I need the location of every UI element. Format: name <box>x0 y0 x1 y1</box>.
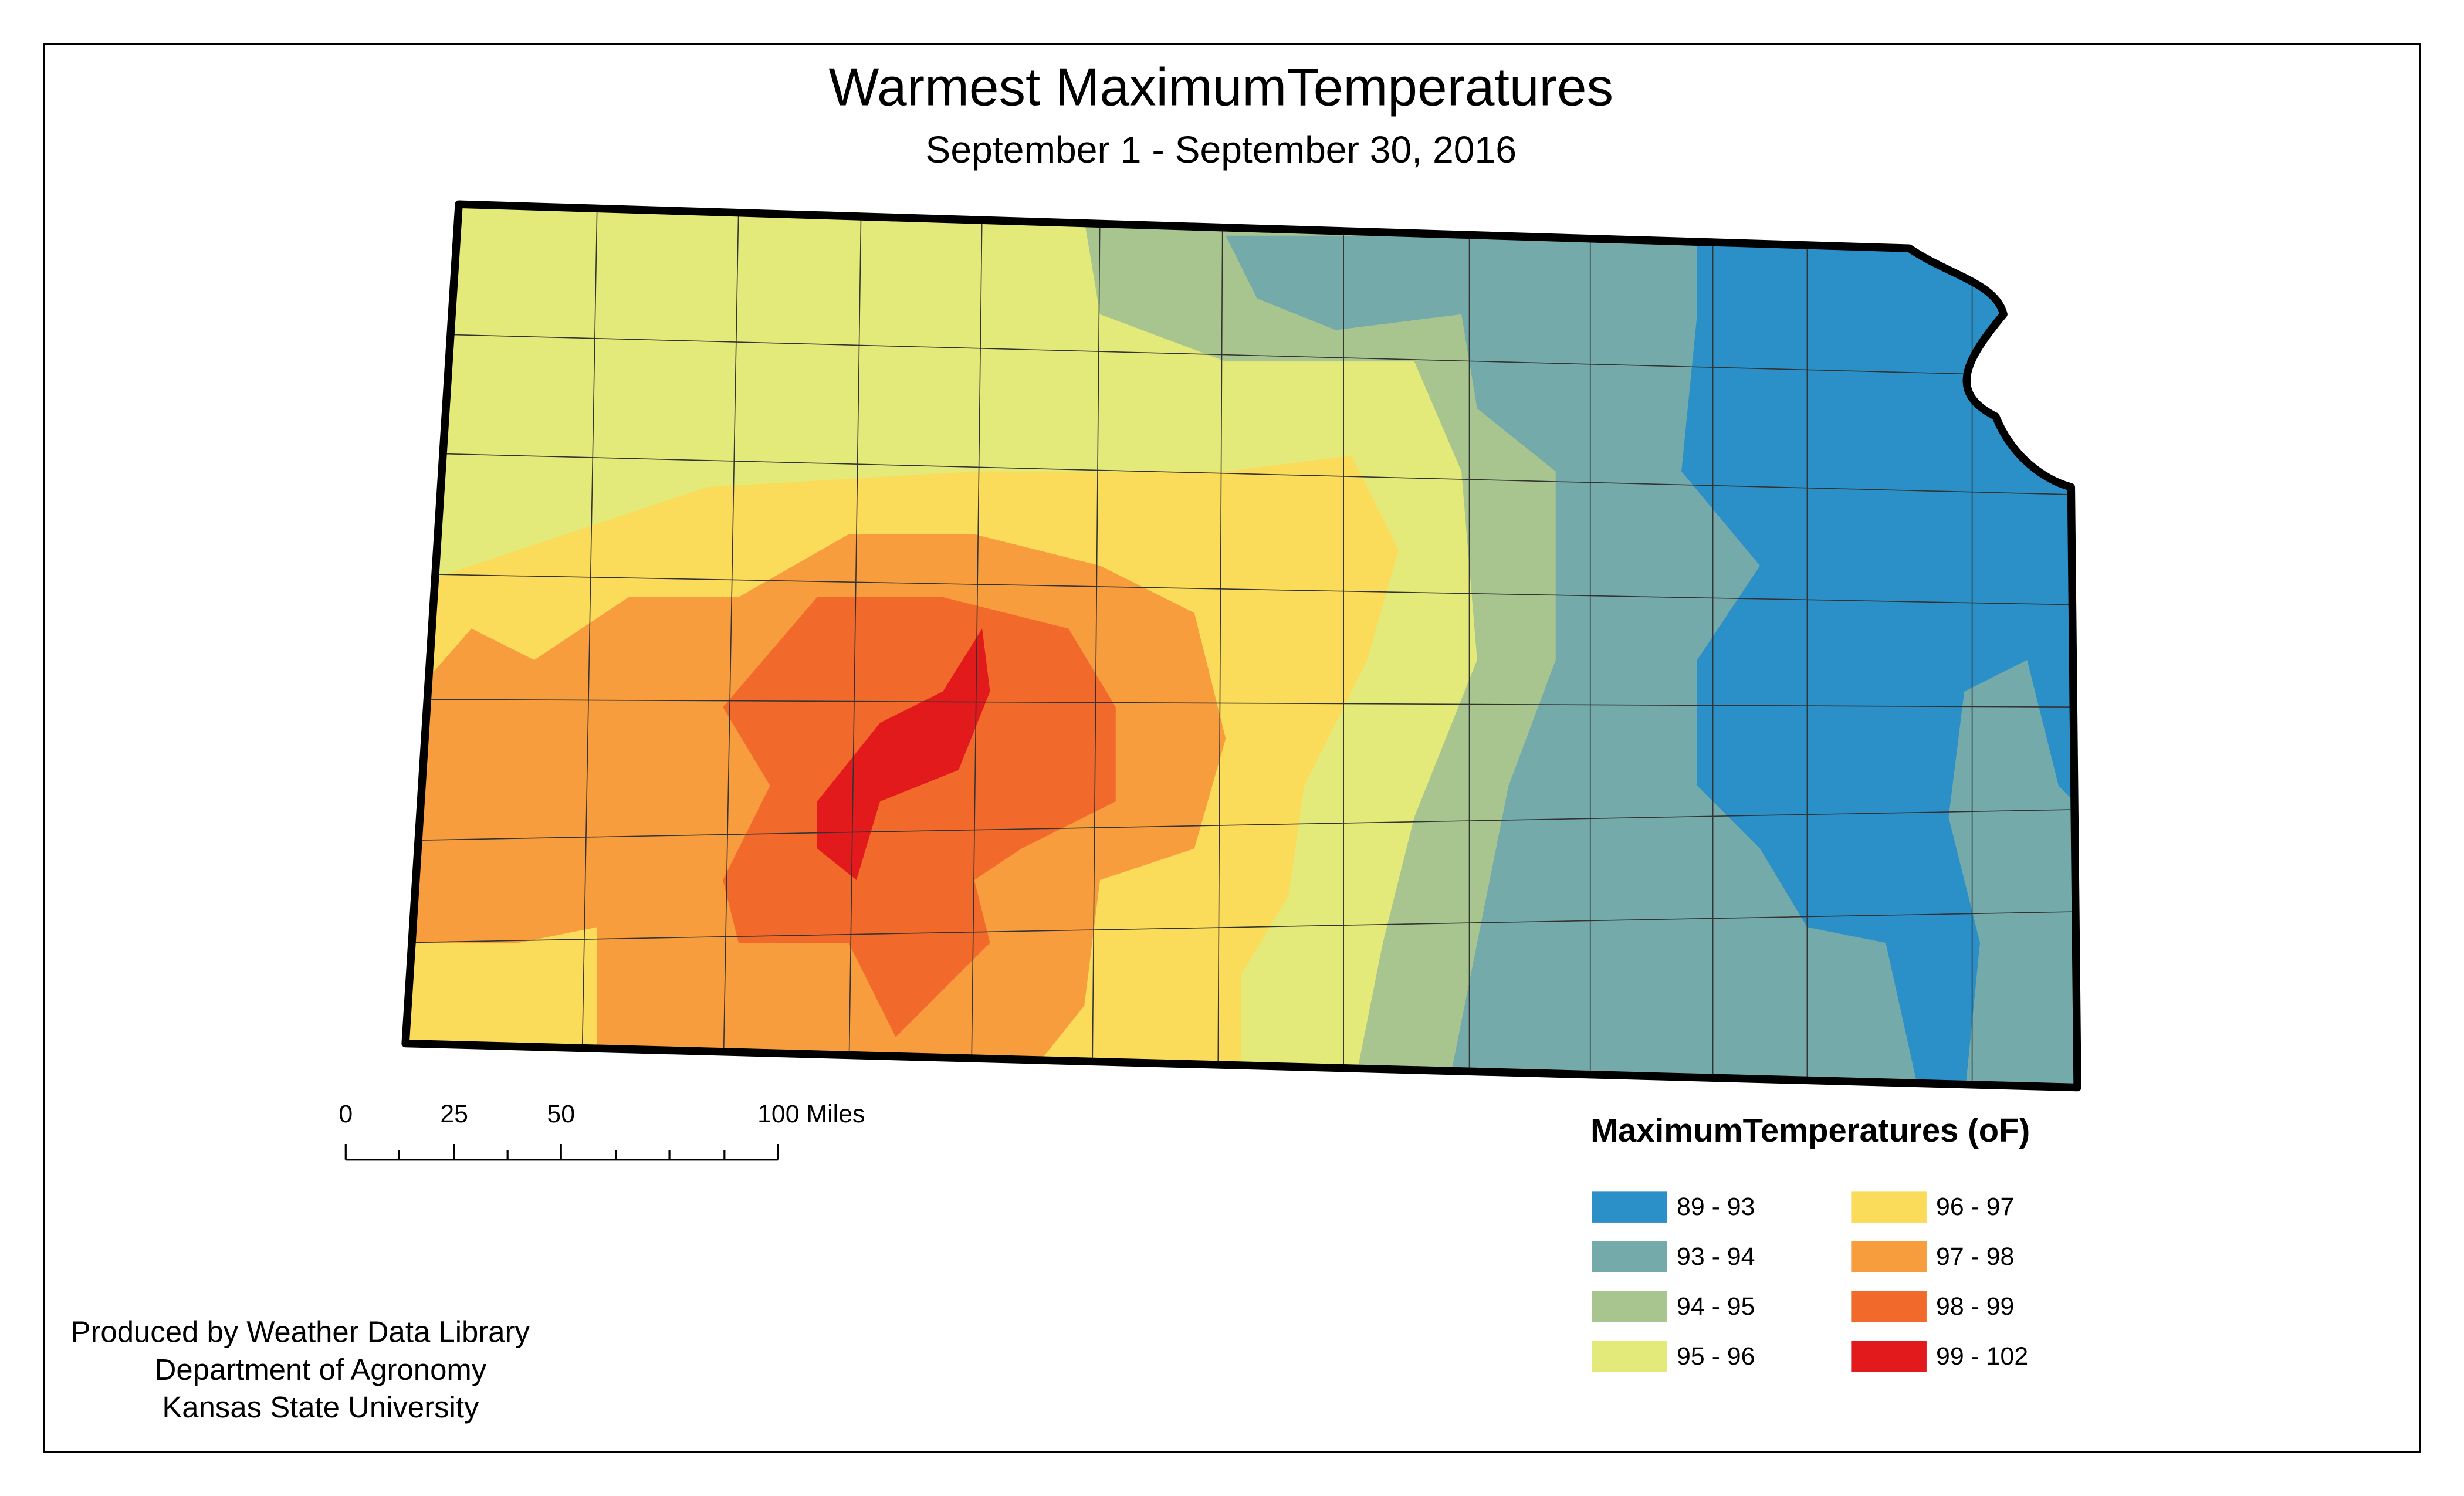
scale-label: 25 <box>440 1100 468 1128</box>
scale-label: 0 <box>339 1100 353 1128</box>
zone <box>1084 220 1572 1088</box>
legend-swatch <box>1592 1191 1667 1223</box>
county-lines <box>405 204 2078 1088</box>
legend-swatch <box>1851 1191 1927 1223</box>
map-title: Warmest MaximumTemperatures <box>828 57 1613 117</box>
legend-swatch <box>1851 1241 1927 1272</box>
scale-label: 100 Miles <box>757 1100 865 1128</box>
legend-swatch <box>1851 1291 1927 1322</box>
zone <box>723 597 1116 1037</box>
legend-label: 89 - 93 <box>1677 1193 1755 1221</box>
scale-bar <box>344 1143 779 1161</box>
legend-label: 96 - 97 <box>1936 1193 2014 1221</box>
scale-ticks <box>344 1143 779 1160</box>
legend-title: MaximumTemperatures (oF) <box>1590 1112 2030 1149</box>
legend-swatch <box>1592 1291 1667 1322</box>
legend-label: 93 - 94 <box>1677 1243 1755 1271</box>
zone <box>1681 235 2078 1088</box>
credit-line: Department of Agronomy <box>155 1353 487 1386</box>
state-outline <box>401 200 2081 1092</box>
temperature-zones <box>405 204 2078 1088</box>
legend-label: 95 - 96 <box>1677 1342 1755 1370</box>
legend-swatch <box>1592 1241 1667 1272</box>
legend-label: 99 - 102 <box>1936 1342 2028 1370</box>
scale-label: 50 <box>547 1100 575 1128</box>
credit-line: Produced by Weather Data Library <box>71 1315 530 1349</box>
map-subtitle: September 1 - September 30, 2016 <box>926 128 1517 171</box>
legend-label: 97 - 98 <box>1936 1243 2014 1271</box>
legend-label: 94 - 95 <box>1677 1292 1755 1321</box>
legend-swatch <box>1592 1341 1667 1372</box>
legend-swatch <box>1851 1341 1927 1372</box>
legend-label: 98 - 99 <box>1936 1292 2014 1321</box>
zone <box>817 628 990 880</box>
credit-line: Kansas State University <box>162 1390 479 1424</box>
